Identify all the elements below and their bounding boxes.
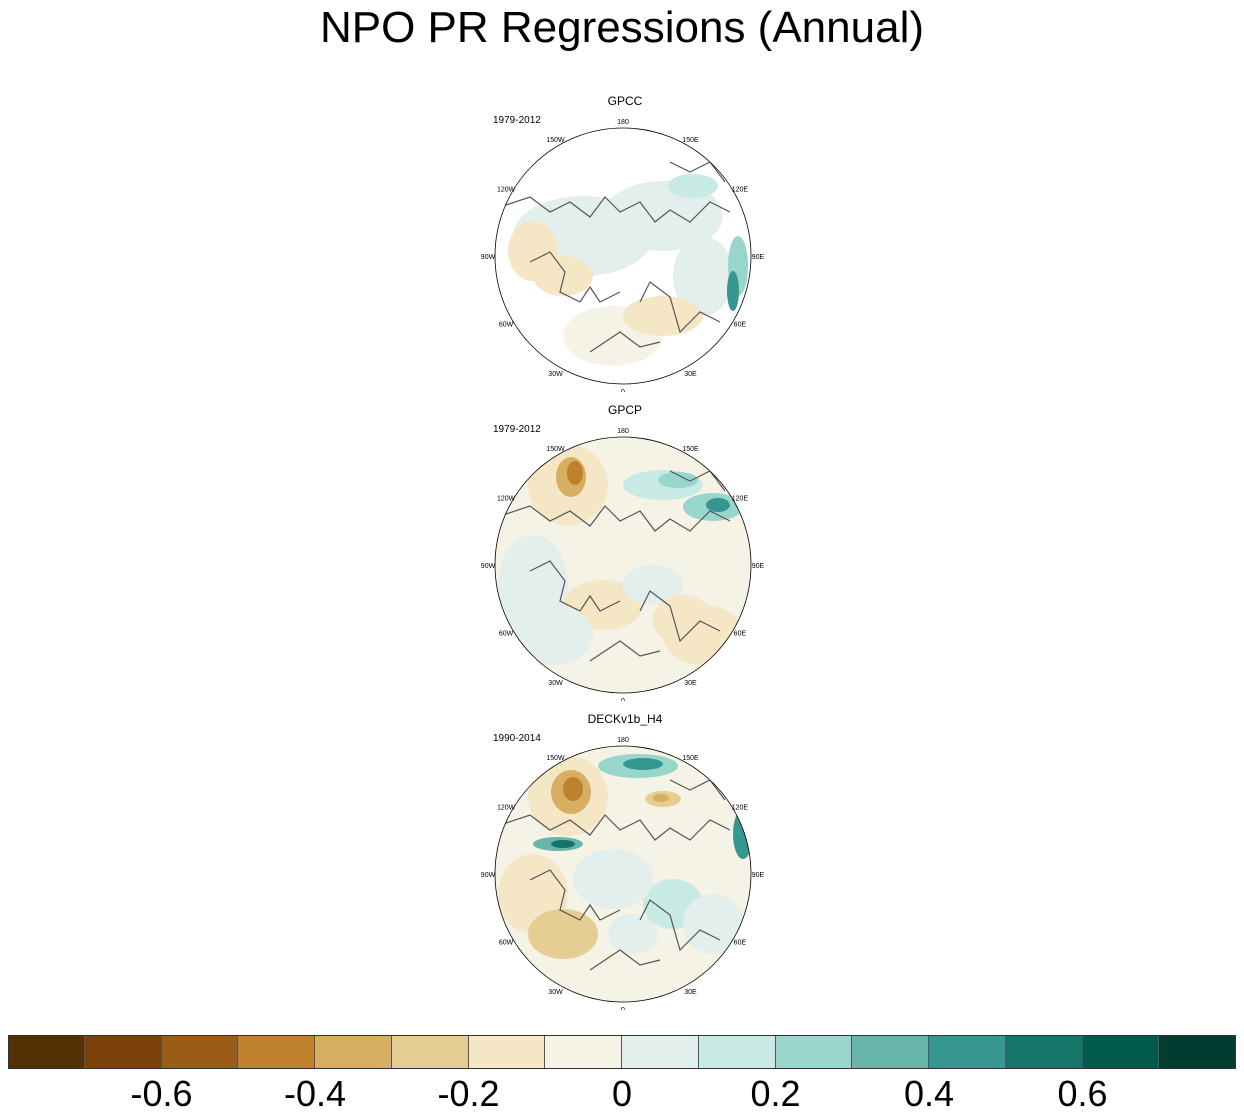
- colorbar-swatch: [929, 1035, 1006, 1069]
- regression-contour-5: [623, 758, 663, 770]
- longitude-label: 120E: [732, 496, 749, 503]
- longitude-label: 180: [617, 428, 629, 435]
- longitude-label: 120W: [497, 496, 516, 503]
- longitude-label: 30E: [684, 371, 697, 378]
- regression-contour-7: [653, 794, 669, 802]
- panel-period: 1990-2014: [493, 733, 541, 744]
- longitude-label: 30W: [548, 371, 563, 378]
- colorbar-swatch: [161, 1035, 239, 1069]
- longitude-label: 0: [621, 1007, 625, 1010]
- regression-contour-13: [608, 914, 658, 954]
- coastline: [499, 779, 731, 971]
- colorbar: [8, 1035, 1236, 1069]
- colorbar-swatch: [852, 1035, 929, 1069]
- colorbar-tick-label: 0.2: [750, 1073, 801, 1114]
- colorbar-swatch: [391, 1035, 469, 1069]
- longitude-label: 150W: [546, 755, 565, 762]
- longitude-label: 150E: [682, 137, 699, 144]
- colorbar-tick-label: 0.4: [903, 1073, 955, 1114]
- regression-contour-3: [563, 777, 583, 801]
- colorbar-swatch: [8, 1035, 85, 1069]
- longitude-label: 90W: [481, 254, 496, 261]
- panel-title: DECKv1b_H4: [587, 712, 663, 726]
- longitude-label: 120E: [732, 187, 749, 194]
- longitude-label: 120W: [497, 805, 516, 812]
- longitude-label: 180: [617, 119, 629, 126]
- map-border: [494, 436, 752, 694]
- colorbar-tick-label: -0.6: [130, 1073, 193, 1114]
- polar-map: 180 150E 120E 90E 60E 30E 0 30W 60W 90W 120W 150W: [481, 737, 765, 1010]
- colorbar-swatch: [698, 1035, 776, 1069]
- regression-contour-3: [567, 461, 583, 485]
- regression-contour-10: [623, 565, 683, 605]
- regression-contour-10: [733, 809, 751, 859]
- colorbar-swatch: [468, 1035, 546, 1069]
- longitude-label: 60E: [734, 940, 747, 947]
- coastline: [499, 161, 731, 353]
- regression-contour-5: [658, 472, 698, 488]
- colorbar-swatch: [84, 1035, 162, 1069]
- colorbar-swatch: [1082, 1035, 1160, 1069]
- longitude-label: 150W: [546, 446, 565, 453]
- longitude-label: 90E: [752, 254, 765, 261]
- longitude-label: 150E: [682, 755, 699, 762]
- longitude-label: 0: [621, 698, 625, 701]
- longitude-label: 60W: [499, 940, 514, 947]
- longitude-label: 30W: [548, 680, 563, 687]
- regression-contour-12: [513, 605, 593, 665]
- longitude-label: 60E: [734, 631, 747, 638]
- longitude-label: 180: [617, 737, 629, 744]
- panel-title: GPCC: [607, 94, 643, 108]
- polar-map: 180 150E 120E 90E 60E 30E 0 30W 60W 90W 120W 150W: [481, 119, 765, 392]
- longitude-label: 30E: [684, 680, 697, 687]
- longitude-label: 90E: [752, 872, 765, 879]
- longitude-label: 150W: [546, 137, 565, 144]
- regression-contour-3: [533, 256, 593, 296]
- longitude-label: 60W: [499, 322, 514, 329]
- regression-contour-8: [623, 296, 703, 336]
- longitude-label: 120E: [732, 805, 749, 812]
- map-border: [494, 745, 752, 1003]
- colorbar-tick-label: 0.6: [1057, 1073, 1108, 1114]
- colorbar-swatch: [315, 1035, 392, 1069]
- regression-contour-7: [706, 498, 730, 512]
- colorbar-tick-label: 0: [611, 1073, 633, 1114]
- longitude-label: 60E: [734, 322, 747, 329]
- longitude-label: 120W: [497, 187, 516, 194]
- colorbar-tick-label: -0.2: [437, 1073, 500, 1114]
- regression-contour-4: [673, 236, 733, 316]
- figure-title: NPO PR Regressions (Annual): [319, 3, 924, 52]
- colorbar-swatch: [1005, 1035, 1083, 1069]
- panel-period: 1979-2012: [493, 424, 541, 435]
- longitude-label: 90W: [481, 872, 496, 879]
- longitude-label: 30W: [548, 989, 563, 996]
- regression-contour-13: [663, 605, 743, 665]
- panel-period: 1979-2012: [493, 115, 541, 126]
- longitude-label: 60W: [499, 631, 514, 638]
- regression-contour-12: [528, 909, 598, 959]
- regression-contour-5: [668, 174, 718, 198]
- coastline: [499, 470, 731, 662]
- panel-deck: DECKv1b_H4 1990-2014 180 150E 120E 90E 60E 30…: [470, 712, 780, 1010]
- regression-contour-9: [551, 840, 575, 848]
- polar-map: 180 150E 120E 90E 60E 30E 0 30W 60W 90W 120W 150W: [481, 428, 765, 701]
- panel-title: GPCP: [607, 403, 642, 417]
- longitude-label: 90W: [481, 563, 496, 570]
- longitude-label: 30E: [684, 989, 697, 996]
- colorbar-swatch: [1159, 1035, 1236, 1069]
- longitude-label: 90E: [752, 563, 765, 570]
- panel-gpcc: GPCC 1979-2012 180 150E 120E 90E 60E 30E 0 30W 6…: [470, 94, 780, 392]
- regression-contour-15: [683, 894, 743, 954]
- regression-contour-16: [573, 849, 653, 909]
- longitude-label: 150E: [682, 446, 699, 453]
- colorbar-swatch: [238, 1035, 315, 1069]
- colorbar-tick-label: -0.4: [283, 1073, 347, 1114]
- regression-contour-9: [727, 271, 739, 311]
- map-border: [494, 127, 752, 385]
- colorbar-swatch: [622, 1035, 699, 1069]
- panel-gpcp: GPCP 1979-2012 180 150E 120E 90E 60E 30E 0 30W 6…: [470, 403, 780, 701]
- colorbar-swatch: [775, 1035, 853, 1069]
- longitude-label: 0: [621, 389, 625, 392]
- colorbar-swatch: [545, 1035, 622, 1069]
